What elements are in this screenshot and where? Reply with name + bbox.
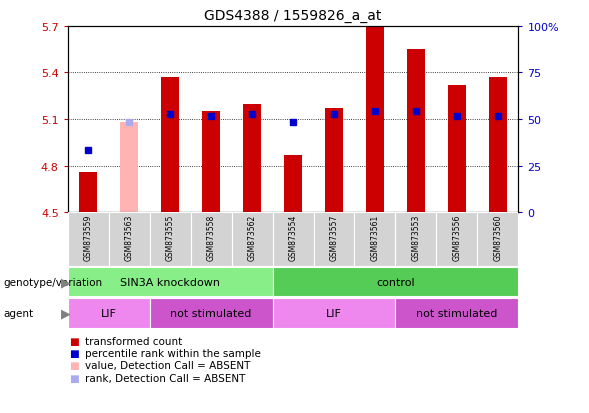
Bar — [366, 27, 384, 213]
Text: percentile rank within the sample: percentile rank within the sample — [85, 348, 262, 358]
Text: SIN3A knockdown: SIN3A knockdown — [120, 277, 220, 287]
Bar — [273, 267, 518, 297]
Text: transformed count: transformed count — [85, 336, 183, 346]
Text: LIF: LIF — [326, 308, 342, 318]
Bar — [243, 104, 262, 213]
Bar — [191, 213, 231, 266]
Bar — [355, 213, 395, 266]
Bar — [395, 298, 518, 328]
Text: GSM873559: GSM873559 — [84, 214, 92, 261]
Bar — [477, 213, 518, 266]
Bar — [231, 213, 273, 266]
Text: genotype/variation: genotype/variation — [3, 277, 102, 287]
Text: GSM873560: GSM873560 — [494, 214, 502, 261]
Text: GSM873563: GSM873563 — [125, 214, 134, 261]
Bar — [79, 173, 97, 213]
Bar — [395, 213, 436, 266]
Text: not stimulated: not stimulated — [170, 308, 252, 318]
Bar — [284, 155, 302, 213]
Text: agent: agent — [3, 308, 33, 318]
Text: GSM873562: GSM873562 — [247, 214, 257, 261]
Bar — [150, 298, 273, 328]
Bar — [325, 109, 343, 213]
Text: ▶: ▶ — [61, 306, 71, 319]
Text: GSM873554: GSM873554 — [289, 214, 297, 261]
Text: GSM873557: GSM873557 — [329, 214, 339, 261]
Bar — [448, 85, 466, 213]
Text: not stimulated: not stimulated — [416, 308, 498, 318]
Text: ■: ■ — [70, 336, 80, 346]
Text: control: control — [376, 277, 415, 287]
Bar — [68, 298, 150, 328]
Text: GSM873555: GSM873555 — [166, 214, 175, 261]
Text: ■: ■ — [70, 361, 80, 370]
Bar — [406, 50, 425, 213]
Text: LIF: LIF — [101, 308, 117, 318]
Text: GSM873553: GSM873553 — [411, 214, 421, 261]
Bar — [436, 213, 477, 266]
Bar — [109, 213, 150, 266]
Bar — [489, 78, 507, 213]
Text: ■: ■ — [70, 348, 80, 358]
Bar — [161, 78, 180, 213]
Bar — [150, 213, 191, 266]
Text: GSM873558: GSM873558 — [207, 214, 216, 261]
Text: GSM873561: GSM873561 — [370, 214, 379, 261]
Bar — [313, 213, 355, 266]
Bar — [273, 298, 395, 328]
Text: ▶: ▶ — [61, 275, 71, 288]
Title: GDS4388 / 1559826_a_at: GDS4388 / 1559826_a_at — [204, 9, 382, 23]
Bar — [68, 213, 109, 266]
Bar — [273, 213, 313, 266]
Text: ■: ■ — [70, 373, 80, 383]
Bar — [68, 267, 273, 297]
Text: value, Detection Call = ABSENT: value, Detection Call = ABSENT — [85, 361, 251, 370]
Text: rank, Detection Call = ABSENT: rank, Detection Call = ABSENT — [85, 373, 246, 383]
Bar — [202, 112, 220, 213]
Bar — [120, 123, 138, 213]
Text: GSM873556: GSM873556 — [452, 214, 461, 261]
